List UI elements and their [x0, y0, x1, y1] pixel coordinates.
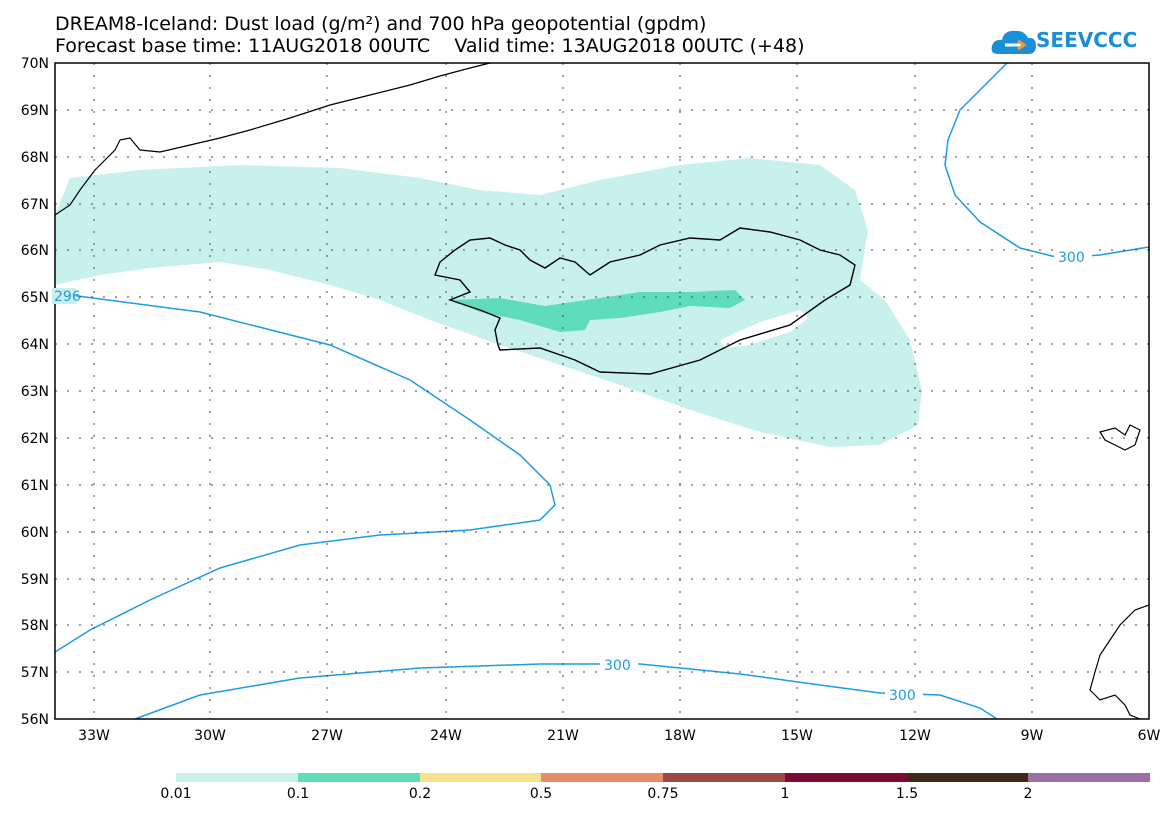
- faroe-islands: [1099, 424, 1141, 451]
- geopotential-contour-south: [134, 663, 998, 720]
- colorbar-label: 0.1: [286, 786, 310, 802]
- forecast-times: Forecast base time: 11AUG2018 00UTC Vali…: [55, 35, 805, 57]
- colorbar-label: 0.75: [647, 786, 679, 802]
- colorbar-label: 1.5: [895, 786, 919, 802]
- lon-label: 24W: [430, 728, 462, 744]
- iceland-coastline: [434, 227, 856, 375]
- lat-label: 70N: [20, 56, 49, 72]
- lat-label: 67N: [20, 197, 49, 213]
- colorbar-label: 1: [780, 786, 790, 802]
- lat-label: 62N: [20, 431, 49, 447]
- colorbar-swatch: [663, 773, 785, 782]
- dust-area-medium: [450, 290, 745, 332]
- lat-label: 59N: [20, 572, 49, 588]
- geopotential-contour-west: [54, 294, 556, 653]
- contour-label: 300: [1058, 250, 1085, 266]
- lat-label: 58N: [20, 618, 49, 634]
- lon-label: 18W: [664, 728, 696, 744]
- contour-label: 296: [54, 289, 81, 305]
- lat-label: 60N: [20, 525, 49, 541]
- colorbar-swatch: [907, 773, 1028, 782]
- lat-label: 56N: [20, 712, 49, 728]
- lon-label: 6W: [1137, 728, 1161, 744]
- lon-label: 33W: [78, 728, 110, 744]
- map-title: DREAM8-Iceland: Dust load (g/m²) and 700…: [55, 13, 707, 35]
- lon-label: 30W: [194, 728, 226, 744]
- lat-label: 63N: [20, 384, 49, 400]
- lat-label: 61N: [20, 478, 49, 494]
- colorbar-swatch: [420, 773, 541, 782]
- contour-label: 300: [604, 658, 631, 674]
- lat-label: 69N: [20, 103, 49, 119]
- greenland-coastline: [54, 62, 491, 216]
- colorbar-label: 0.5: [529, 786, 553, 802]
- colorbar-label: 2: [1023, 786, 1033, 802]
- lon-label: 27W: [311, 728, 343, 744]
- colorbar-swatch: [785, 773, 907, 782]
- colorbar-label: 0.2: [408, 786, 432, 802]
- colorbar-swatch: [541, 773, 663, 782]
- contour-label: 300: [889, 688, 916, 704]
- lat-label: 57N: [20, 665, 49, 681]
- scotland-coastline: [1089, 604, 1150, 720]
- logo-text: SEEVCCC: [1036, 28, 1138, 52]
- colorbar-swatch: [1028, 773, 1150, 782]
- lon-label: 15W: [781, 728, 813, 744]
- colorbar-label: 0.01: [160, 786, 192, 802]
- lat-label: 66N: [20, 243, 49, 259]
- lon-label: 12W: [899, 728, 931, 744]
- colorbar-swatch: [298, 773, 420, 782]
- colorbar-swatch: [176, 773, 298, 782]
- cloud-logo-icon: [991, 30, 1036, 54]
- lat-label: 68N: [20, 150, 49, 166]
- lon-label: 21W: [547, 728, 579, 744]
- lon-label: 9W: [1020, 728, 1044, 744]
- lat-label: 65N: [20, 290, 49, 306]
- lat-label: 64N: [20, 337, 49, 353]
